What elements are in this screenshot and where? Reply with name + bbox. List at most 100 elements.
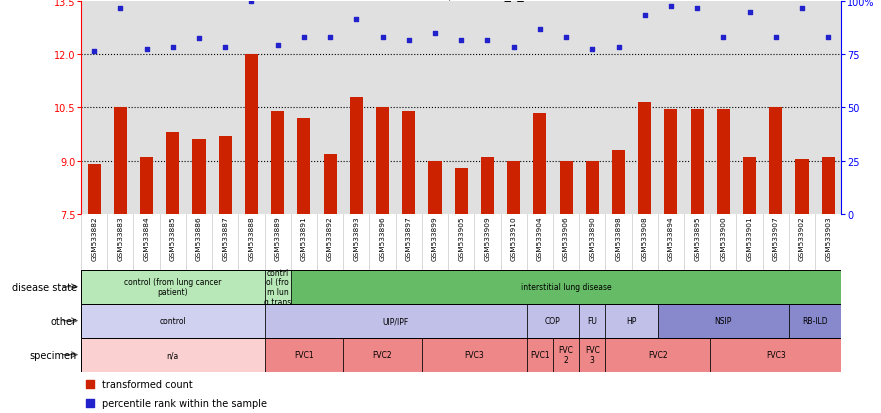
Text: GSM533909: GSM533909 bbox=[485, 216, 491, 261]
Point bbox=[218, 45, 233, 51]
Bar bbox=[533, 114, 546, 214]
Bar bbox=[81, 270, 264, 304]
Text: GSM533882: GSM533882 bbox=[91, 216, 97, 261]
Bar bbox=[579, 338, 605, 372]
Bar bbox=[507, 161, 520, 214]
Text: specimen: specimen bbox=[29, 350, 77, 360]
Text: GSM533888: GSM533888 bbox=[248, 216, 255, 261]
Text: transformed count: transformed count bbox=[102, 379, 193, 389]
Text: GSM533893: GSM533893 bbox=[353, 216, 359, 261]
Bar bbox=[264, 338, 344, 372]
Text: GSM533900: GSM533900 bbox=[721, 216, 726, 261]
Text: GSM533907: GSM533907 bbox=[773, 216, 779, 261]
Point bbox=[743, 9, 757, 16]
Text: GSM533883: GSM533883 bbox=[117, 216, 123, 261]
Text: COP: COP bbox=[545, 316, 561, 325]
Bar bbox=[638, 103, 651, 214]
Text: GSM533905: GSM533905 bbox=[458, 216, 464, 261]
Bar bbox=[422, 338, 527, 372]
Text: contrl
ol (fro
m lun
g trans: contrl ol (fro m lun g trans bbox=[264, 268, 292, 306]
Bar bbox=[264, 304, 527, 338]
Text: RB-ILD: RB-ILD bbox=[803, 316, 828, 325]
Text: HP: HP bbox=[626, 316, 637, 325]
Text: FVC
2: FVC 2 bbox=[559, 345, 574, 364]
Bar bbox=[344, 338, 422, 372]
Title: GDS3951 / 219920_s_at: GDS3951 / 219920_s_at bbox=[386, 0, 537, 1]
Point bbox=[139, 47, 153, 53]
Point bbox=[559, 34, 574, 41]
Point bbox=[244, 0, 258, 5]
Text: UIP/IPF: UIP/IPF bbox=[382, 316, 409, 325]
Text: GSM533899: GSM533899 bbox=[432, 216, 438, 261]
Text: GSM533897: GSM533897 bbox=[406, 216, 411, 261]
Point bbox=[585, 47, 599, 53]
Text: disease state: disease state bbox=[11, 282, 77, 292]
Bar bbox=[691, 110, 704, 214]
Bar bbox=[710, 338, 841, 372]
Point bbox=[480, 38, 494, 44]
Text: GSM533885: GSM533885 bbox=[170, 216, 176, 261]
Bar bbox=[664, 110, 677, 214]
Point bbox=[349, 17, 363, 23]
Text: interstitial lung disease: interstitial lung disease bbox=[521, 282, 611, 292]
Text: GSM533895: GSM533895 bbox=[694, 216, 700, 261]
Bar bbox=[658, 304, 788, 338]
Bar bbox=[743, 158, 756, 214]
Text: GSM533894: GSM533894 bbox=[668, 216, 674, 261]
Point bbox=[769, 34, 783, 41]
Point bbox=[428, 31, 442, 37]
Bar bbox=[822, 158, 835, 214]
Bar bbox=[586, 161, 599, 214]
Bar bbox=[167, 133, 180, 214]
Bar bbox=[271, 112, 285, 214]
Bar bbox=[605, 338, 710, 372]
Text: GSM533898: GSM533898 bbox=[616, 216, 621, 261]
Point bbox=[455, 38, 469, 44]
Text: NSIP: NSIP bbox=[714, 316, 732, 325]
Text: GSM533902: GSM533902 bbox=[799, 216, 805, 261]
Bar bbox=[455, 169, 468, 214]
Point bbox=[87, 48, 101, 55]
Bar bbox=[245, 55, 258, 214]
Point bbox=[533, 27, 547, 34]
Bar bbox=[218, 137, 232, 214]
Point bbox=[638, 13, 652, 19]
Point bbox=[166, 45, 180, 51]
Point bbox=[270, 43, 285, 50]
Point bbox=[611, 45, 626, 51]
Bar bbox=[553, 338, 579, 372]
Text: FVC1: FVC1 bbox=[530, 350, 550, 359]
Bar bbox=[140, 158, 153, 214]
Text: GSM533892: GSM533892 bbox=[327, 216, 333, 261]
Bar bbox=[612, 151, 625, 214]
Bar bbox=[559, 161, 573, 214]
Text: GSM533890: GSM533890 bbox=[589, 216, 596, 261]
Text: GSM533904: GSM533904 bbox=[537, 216, 543, 261]
Bar bbox=[717, 110, 730, 214]
Text: GSM533901: GSM533901 bbox=[746, 216, 752, 261]
Point bbox=[192, 36, 206, 43]
Text: FVC3: FVC3 bbox=[464, 350, 485, 359]
Point bbox=[795, 6, 809, 12]
Text: control (from lung cancer
patient): control (from lung cancer patient) bbox=[124, 278, 221, 297]
Text: FVC2: FVC2 bbox=[648, 350, 668, 359]
Text: GSM533903: GSM533903 bbox=[825, 216, 832, 261]
Text: GSM533889: GSM533889 bbox=[275, 216, 281, 261]
Bar bbox=[291, 270, 841, 304]
Text: GSM533896: GSM533896 bbox=[380, 216, 386, 261]
Bar bbox=[192, 140, 205, 214]
Bar bbox=[527, 304, 579, 338]
Text: FVC3: FVC3 bbox=[766, 350, 786, 359]
Text: GSM533887: GSM533887 bbox=[222, 216, 228, 261]
Bar bbox=[323, 154, 337, 214]
Text: GSM533891: GSM533891 bbox=[301, 216, 307, 261]
Text: GSM533910: GSM533910 bbox=[511, 216, 516, 261]
Text: n/a: n/a bbox=[167, 350, 179, 359]
Bar bbox=[579, 304, 605, 338]
Point bbox=[402, 38, 416, 44]
Point bbox=[114, 6, 128, 12]
Bar bbox=[527, 338, 553, 372]
Bar bbox=[81, 338, 264, 372]
Text: FVC1: FVC1 bbox=[294, 350, 314, 359]
Text: GSM533884: GSM533884 bbox=[144, 216, 150, 261]
